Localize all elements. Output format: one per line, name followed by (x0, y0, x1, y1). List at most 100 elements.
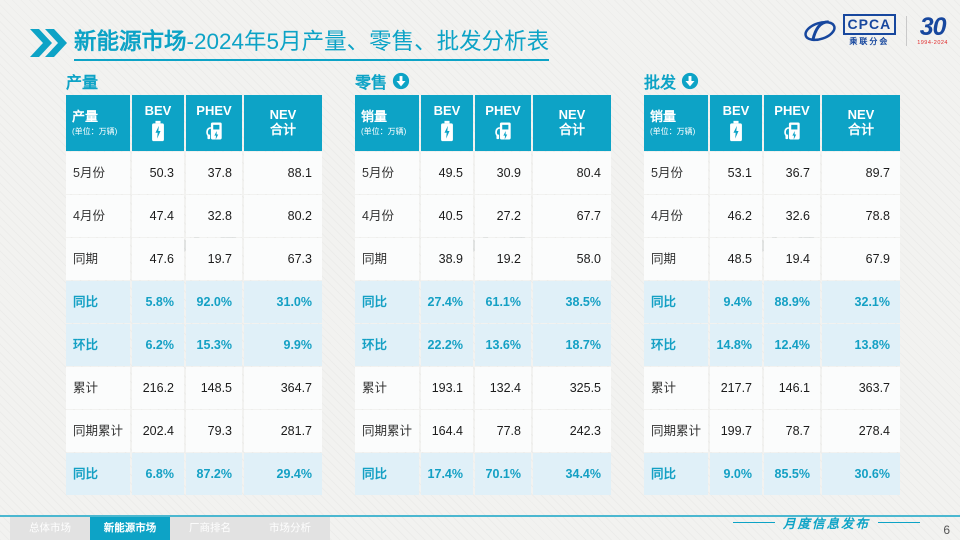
value-cell: 146.1 (764, 367, 820, 409)
unit-sublabel: (单位：万辆) (361, 126, 407, 136)
value-cell: 216.2 (132, 367, 184, 409)
value-cell: 13.8% (822, 324, 900, 366)
release-label-group: 月度信息发布 (732, 513, 920, 532)
cpca-logo-text: CPCA (842, 14, 897, 35)
battery-icon (441, 121, 453, 142)
header-cell-nev: NEV 合计 (244, 95, 322, 151)
footer-tab-overall-market[interactable]: 总体市场 (10, 517, 90, 540)
logo-divider (906, 15, 908, 46)
value-cell: 5.8% (132, 281, 184, 323)
row-label: 环比 (66, 324, 130, 366)
value-cell: 6.8% (132, 453, 184, 495)
bev-label: BEV (144, 102, 172, 118)
value-cell: 50.3 (132, 152, 184, 194)
cpca-swoosh-icon (803, 19, 836, 41)
row-label: 4月份 (644, 195, 708, 237)
value-cell: 17.4% (421, 453, 473, 495)
row-label: 同比 (66, 453, 130, 495)
nev-label-line1: NEV (847, 107, 875, 123)
unit-label: 销量 (650, 108, 677, 124)
value-cell: 80.4 (533, 152, 611, 194)
anniversary-30-years: 1994-2024 (917, 39, 948, 46)
value-cell: 92.0% (186, 281, 242, 323)
section-header: 产量 (66, 70, 322, 92)
footer-tab-nev-market[interactable]: 新能源市场 (90, 517, 170, 540)
table-block-retail: 零售 销量 (单位：万辆) BEV PHEV (355, 70, 611, 495)
section-title: 批发 (644, 75, 677, 92)
value-cell: 79.3 (186, 410, 242, 452)
value-cell: 32.8 (186, 195, 242, 237)
section-header: 批发 (644, 70, 900, 92)
footer-tab-market-analysis[interactable]: 市场分析 (250, 517, 330, 540)
section-header: 零售 (355, 70, 611, 92)
value-cell: 15.3% (186, 324, 242, 366)
row-label: 同期 (66, 238, 130, 280)
header-cell-phev: PHEV (764, 95, 820, 151)
unit-sublabel: (单位：万辆) (72, 126, 118, 136)
phev-label: PHEV (485, 102, 521, 118)
value-cell: 12.4% (764, 324, 820, 366)
nev-label-line2: 合计 (847, 122, 874, 137)
value-cell: 80.2 (244, 195, 322, 237)
footer-tab-oem-ranking[interactable]: 厂商排名 (170, 517, 250, 540)
row-label: 同比 (644, 453, 708, 495)
bev-label: BEV (433, 102, 461, 118)
row-label: 同期累计 (644, 410, 708, 452)
unit-sublabel: (单位：万辆) (650, 126, 696, 136)
value-cell: 88.1 (244, 152, 322, 194)
row-label: 环比 (355, 324, 419, 366)
value-cell: 77.8 (475, 410, 531, 452)
header-cell-bev: BEV (710, 95, 762, 151)
value-cell: 19.7 (186, 238, 242, 280)
row-label: 同期 (355, 238, 419, 280)
footer-tabs: 总体市场 新能源市场 厂商排名 市场分析 (10, 517, 330, 540)
value-cell: 31.0% (244, 281, 322, 323)
header-cell-nev: NEV 合计 (533, 95, 611, 151)
cpca-logo: CPCA 乘联分会 (802, 14, 897, 47)
value-cell: 364.7 (244, 367, 322, 409)
value-cell: 47.6 (132, 238, 184, 280)
value-cell: 9.9% (244, 324, 322, 366)
footer-divider (0, 515, 960, 517)
value-cell: 13.6% (475, 324, 531, 366)
anniversary-30-digits: 30 (919, 12, 947, 41)
value-cell: 132.4 (475, 367, 531, 409)
value-cell: 87.2% (186, 453, 242, 495)
value-cell: 36.7 (764, 152, 820, 194)
value-cell: 70.1% (475, 453, 531, 495)
value-cell: 67.7 (533, 195, 611, 237)
data-table: 销量 (单位：万辆) BEV PHEV (644, 95, 900, 495)
value-cell: 88.9% (764, 281, 820, 323)
header-cell-bev: BEV (132, 95, 184, 151)
value-cell: 48.5 (710, 238, 762, 280)
release-dash-left (732, 522, 775, 523)
value-cell: 47.4 (132, 195, 184, 237)
value-cell: 32.1% (822, 281, 900, 323)
double-chevron-icon (30, 28, 67, 57)
row-label: 环比 (644, 324, 708, 366)
value-cell: 27.2 (475, 195, 531, 237)
value-cell: 18.7% (533, 324, 611, 366)
value-cell: 53.1 (710, 152, 762, 194)
value-cell: 40.5 (421, 195, 473, 237)
value-cell: 67.9 (822, 238, 900, 280)
header-cell-unit: 销量 (单位：万辆) (355, 95, 419, 151)
value-cell: 37.8 (186, 152, 242, 194)
row-label: 同期累计 (66, 410, 130, 452)
value-cell: 278.4 (822, 410, 900, 452)
value-cell: 61.1% (475, 281, 531, 323)
charger-icon (495, 123, 511, 140)
page-title: 新能源市场-2024年5月产量、零售、批发分析表 (74, 24, 550, 61)
battery-icon (730, 121, 742, 142)
value-cell: 19.4 (764, 238, 820, 280)
row-label: 同比 (355, 453, 419, 495)
row-label: 同期累计 (355, 410, 419, 452)
row-label: 5月份 (644, 152, 708, 194)
row-label: 同比 (355, 281, 419, 323)
data-table: 销量 (单位：万辆) BEV PHEV (355, 95, 611, 495)
value-cell: 89.7 (822, 152, 900, 194)
anniversary-30-logo: 30 1994-2024 (917, 12, 948, 47)
section-title: 零售 (355, 75, 388, 92)
nev-label-line1: NEV (558, 107, 586, 123)
value-cell: 217.7 (710, 367, 762, 409)
